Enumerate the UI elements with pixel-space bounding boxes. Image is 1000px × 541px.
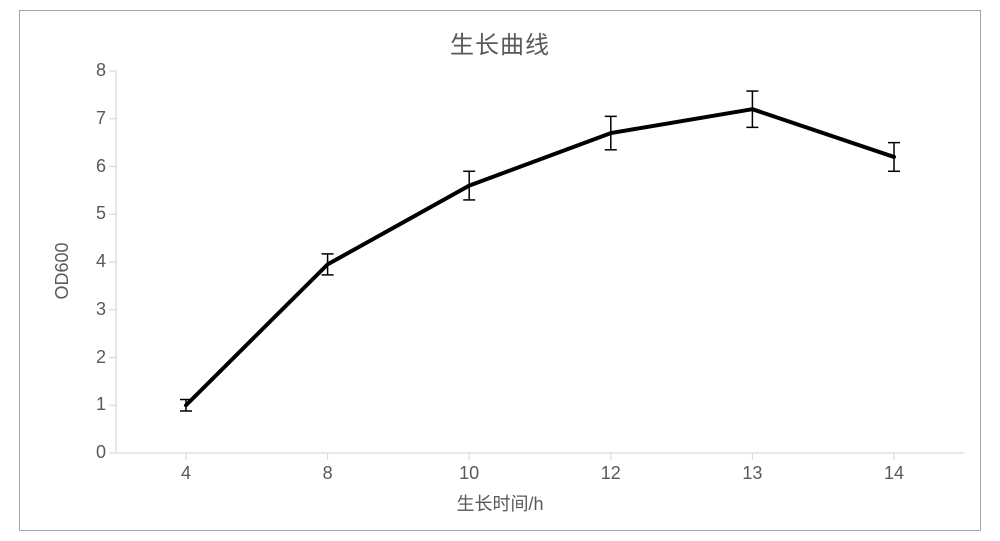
y-tick-label: 8 [76,60,106,81]
y-tick-label: 3 [76,299,106,320]
x-axis-label: 生长时间/h [20,490,980,516]
x-tick-label: 10 [459,463,479,484]
y-tick-label: 6 [76,156,106,177]
chart-container: 生长曲线 OD600 生长时间/h 0123456784810121314 [19,10,981,531]
y-tick-label: 7 [76,108,106,129]
y-axis-label: OD600 [52,242,73,299]
x-tick-label: 8 [323,463,333,484]
x-tick-label: 4 [181,463,191,484]
y-tick-label: 2 [76,347,106,368]
y-tick-label: 5 [76,203,106,224]
y-tick-label: 0 [76,442,106,463]
y-tick-label: 4 [76,251,106,272]
x-tick-label: 12 [601,463,621,484]
chart-plot-area [20,11,982,532]
y-tick-label: 1 [76,394,106,415]
x-tick-label: 13 [742,463,762,484]
x-tick-label: 14 [884,463,904,484]
